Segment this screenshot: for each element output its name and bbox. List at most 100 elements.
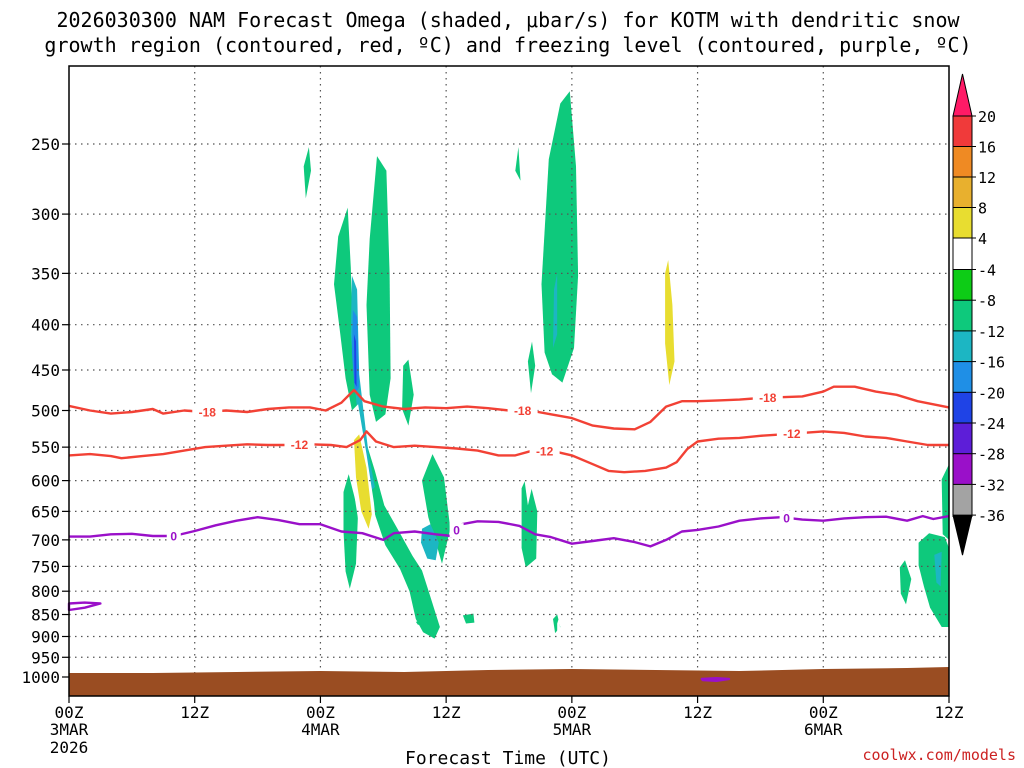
chart-title-line2: growth region (contoured, red, ºC) and f… [44, 33, 971, 57]
colorbar-label-5: -4 [978, 262, 996, 280]
contour-label-0: 0 [453, 524, 460, 538]
colorbar-label-1: 16 [978, 139, 996, 157]
omega-region-21 [354, 334, 357, 387]
colorbar-label-4: 4 [978, 230, 987, 248]
x-tick-label-36: 12Z [432, 703, 461, 722]
contour-label-bg [192, 404, 223, 419]
contour-label-bg [752, 390, 783, 405]
plot-frame [68, 65, 950, 697]
colorbar-label-0: 20 [978, 108, 996, 126]
colorbar-box-13 [952, 483, 973, 517]
contour-line-0-2 [69, 514, 950, 548]
omega-region-31 [354, 434, 372, 529]
omega-region-24 [339, 436, 348, 484]
contour-label-bg [529, 443, 560, 458]
colorbar-box-2 [952, 146, 973, 179]
x-tick-label-72: 00Z [809, 703, 838, 722]
colorbar-label-6: -8 [978, 292, 996, 310]
colorbar-box-5 [952, 237, 973, 271]
contour-label-bg [449, 523, 464, 538]
omega-region-19 [934, 551, 942, 587]
colorbar-box-7 [952, 299, 973, 333]
credit-link[interactable]: coolwx.com/models [862, 746, 1016, 764]
omega-region-27 [565, 436, 572, 467]
y-tick-label-900: 900 [31, 627, 60, 646]
omega-region-0 [303, 147, 311, 199]
contour-label-bg [779, 510, 794, 525]
y-tick-label-800: 800 [31, 582, 60, 601]
y-tick-label-450: 450 [31, 361, 60, 380]
colorbar-box-4 [952, 207, 973, 240]
omega-region-6 [521, 474, 538, 568]
colorbar-box-1 [952, 115, 973, 149]
colorbar-label-7: -12 [978, 323, 1005, 341]
y-tick-label-400: 400 [31, 316, 60, 335]
x-tick-label-24: 00Z [306, 703, 335, 722]
colorbar-bottom-arrow [952, 514, 973, 556]
colorbar-label-2: 12 [978, 169, 996, 187]
colorbar-box-6 [952, 269, 973, 302]
x-tick-year-0: 2026 [50, 738, 89, 757]
x-tick-label-12: 12Z [180, 703, 209, 722]
colorbar-label-13: -36 [978, 507, 1005, 525]
dgz-contours: -18 -18 -18 -12 -12 -12 0 0 0 [67, 385, 950, 682]
colorbar-box-9 [952, 361, 973, 395]
y-tick-label-650: 650 [31, 502, 60, 521]
omega-region-2 [366, 156, 391, 422]
y-tick-label-700: 700 [31, 531, 60, 550]
x-tick-label-48: 00Z [557, 703, 586, 722]
colorbar-label-10: -24 [978, 415, 1005, 433]
colorbar-label-8: -16 [978, 354, 1005, 372]
contour-label--12: -12 [536, 444, 554, 458]
omega-region-32 [665, 260, 675, 386]
surface-terrain [69, 667, 949, 696]
colorbar-label-3: 8 [978, 200, 987, 218]
colorbar-label-11: -28 [978, 446, 1005, 464]
colorbar-box-10 [952, 391, 973, 425]
colorbar-box-3 [952, 176, 973, 210]
y-tick-label-300: 300 [31, 205, 60, 224]
omega-region-22 [105, 499, 117, 534]
omega-region-29 [557, 616, 561, 636]
contour-label--18: -18 [514, 404, 532, 418]
omega-region-28 [560, 539, 569, 589]
omega-region-9 [527, 341, 536, 394]
contour-label-0: 0 [170, 530, 177, 544]
omega-region-15 [941, 464, 949, 540]
colorbar-box-8 [952, 330, 973, 364]
colorbar-box-12 [952, 453, 973, 487]
y-tick-label-550: 550 [31, 438, 60, 457]
contour-label-bg [776, 426, 807, 441]
contour-label-0: 0 [783, 511, 790, 525]
x-axis-label: Forecast Time (UTC) [405, 748, 611, 768]
contour-label-bg [507, 403, 538, 418]
contour-label--12: -12 [783, 427, 801, 441]
contour-label--12: -12 [291, 438, 309, 452]
omega-region-18 [553, 273, 558, 348]
contour-line-loop-4 [700, 677, 731, 682]
x-tick-label-84: 12Z [935, 703, 964, 722]
omega-region-13 [899, 560, 912, 605]
x-tick-label-60: 12Z [683, 703, 712, 722]
x-tick-date-72: 6MAR [804, 720, 843, 739]
contour-label--18: -18 [759, 391, 777, 405]
y-tick-label-250: 250 [31, 135, 60, 154]
omega-region-5 [422, 454, 451, 564]
x-tick-date-0: 3MAR [50, 720, 89, 739]
y-tick-label-350: 350 [31, 264, 60, 283]
omega-region-12 [415, 620, 432, 626]
y-axis: 250 300 350 400 450 500 550 600 650 700 750 800 850 9… [21, 135, 69, 687]
contour-label-bg [284, 437, 315, 452]
omega-region-26 [523, 466, 532, 506]
x-tick-date-24: 4MAR [301, 720, 340, 739]
surface-fill [69, 667, 949, 696]
y-tick-label-950: 950 [31, 648, 60, 667]
y-tick-label-500: 500 [31, 402, 60, 421]
omega-region-11 [462, 613, 475, 624]
x-tick-label-0: 00Z [55, 703, 84, 722]
chart-title-line1: 2026030300 NAM Forecast Omega (shaded, μ… [56, 8, 960, 32]
omega-region-8 [541, 91, 579, 383]
y-tick-label-600: 600 [31, 472, 60, 491]
